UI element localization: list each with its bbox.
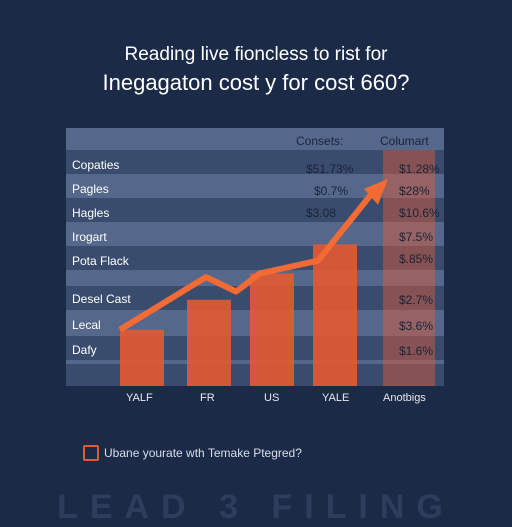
trend-line xyxy=(118,188,377,333)
x-tick-label: YALF xyxy=(126,392,153,404)
row-band xyxy=(66,198,444,222)
column-header-columart: Columart xyxy=(380,134,429,148)
row-label: Dafy xyxy=(72,343,97,357)
bar xyxy=(120,329,164,386)
row-label: Irogart xyxy=(72,230,107,244)
plot-svg xyxy=(118,178,388,386)
chart-subtitle: Inegagaton cost y for cost 660? xyxy=(102,70,410,95)
checkbox-label: Ubane yourate wth Temake Ptegred? xyxy=(104,446,302,460)
row-value-columart: $.85% xyxy=(399,252,434,266)
chart-title: Reading live fioncless to rist for xyxy=(124,44,388,65)
trend-arrowhead xyxy=(364,178,388,205)
highlight-label: Anotbigs xyxy=(383,392,426,404)
row-label: Copaties xyxy=(72,158,120,172)
bar xyxy=(250,273,294,386)
row-value-columart: $7.5% xyxy=(399,230,434,244)
row-band xyxy=(66,246,444,270)
x-tick-label: US xyxy=(264,392,280,404)
row-value-consets: $0.7% xyxy=(314,184,349,198)
highlight-column xyxy=(383,150,435,386)
bar xyxy=(187,299,231,386)
row-label: Hagles xyxy=(72,206,110,220)
row-value-columart: $10.6% xyxy=(399,206,440,220)
row-value-columart: $28% xyxy=(399,184,430,198)
row-label: Desel Cast xyxy=(72,292,131,306)
row-value-columart: $1.6% xyxy=(399,344,434,358)
x-tick-label: FR xyxy=(200,392,215,404)
x-tick-label: YALE xyxy=(322,392,350,404)
row-value-columart: $1.28% xyxy=(399,162,440,176)
row-label: Lecal xyxy=(72,318,101,332)
bar xyxy=(313,244,357,386)
row-band xyxy=(66,150,444,174)
row-value-columart: $3.6% xyxy=(399,319,434,333)
row-value-columart: $2.7% xyxy=(399,293,434,307)
row-label: Pota Flack xyxy=(72,254,129,268)
footer-watermark: LEAD 3 FILING xyxy=(57,488,455,526)
row-value-consets: $51.73% xyxy=(306,162,354,176)
row-value-consets: $3.08 xyxy=(306,206,337,220)
column-header-consets: Consets: xyxy=(296,134,344,148)
row-label: Pagles xyxy=(72,182,109,196)
confirm-checkbox[interactable] xyxy=(83,445,99,461)
